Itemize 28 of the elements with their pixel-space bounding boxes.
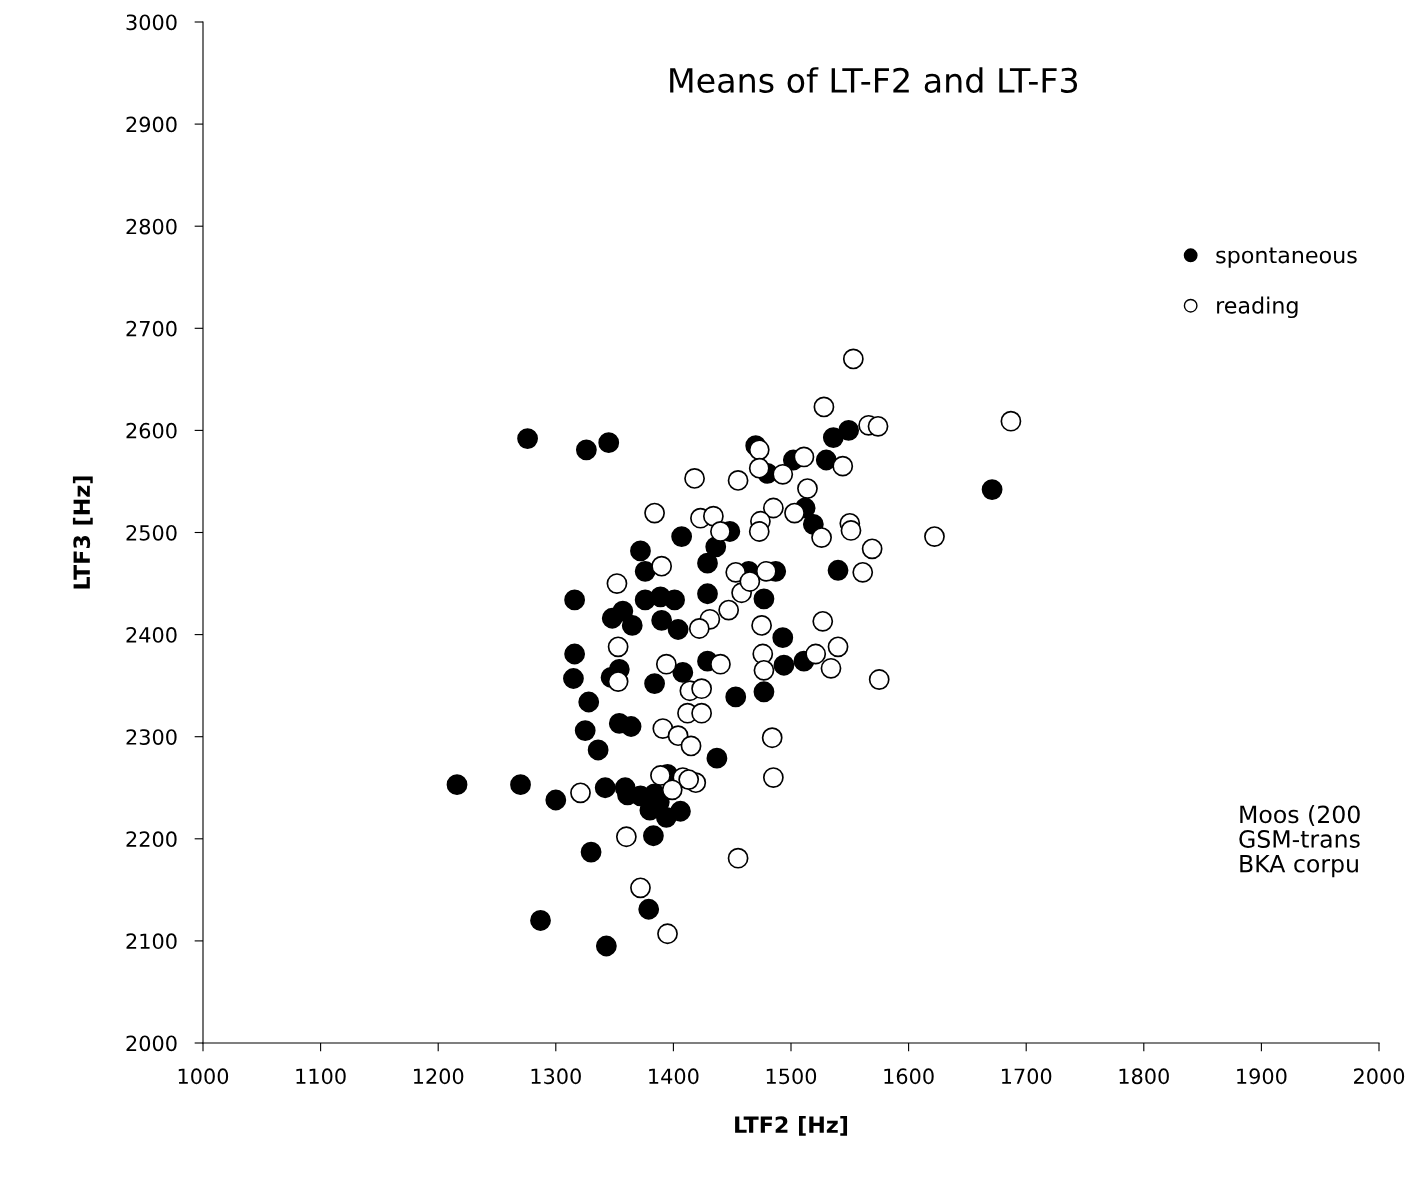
x-tick-label: 1600 (884, 1068, 934, 1085)
y-tick-label: 2200 (126, 831, 177, 848)
y-tick-label: 2900 (126, 116, 177, 133)
y-tick-label: 2800 (126, 218, 177, 235)
y-tick-label: 2600 (126, 422, 177, 439)
x-tick-label: 1400 (649, 1068, 699, 1085)
y-tick-label: 2400 (126, 627, 177, 643)
x-tick-label: 1000 (178, 1068, 229, 1085)
y-tick-label: 2100 (126, 933, 177, 950)
y-tick-label: 2700 (126, 320, 177, 337)
y-tick-label: 2000 (126, 1035, 177, 1052)
legend-label: reading (1217, 296, 1298, 319)
x-tick-label: 1800 (1119, 1068, 1169, 1085)
y-axis-title: LTF3 [Hz] (72, 476, 93, 589)
x-tick-label: 1200 (413, 1068, 464, 1085)
x-tick-label: 2000 (1354, 1068, 1405, 1085)
y-tick-label: 3000 (126, 14, 177, 31)
y-tick-label: 2300 (126, 729, 177, 745)
x-axis-title: LTF2 [Hz] (735, 1115, 848, 1136)
x-tick-label: 1900 (1237, 1068, 1287, 1085)
legend-label: spontaneous (1216, 247, 1357, 268)
x-tick-label: 1700 (1001, 1068, 1052, 1085)
y-tick-label: 2500 (126, 524, 177, 541)
x-tick-label: 1300 (531, 1068, 581, 1085)
annotation: Moos (200 GSM-trans BKA corpu (1239, 805, 1360, 878)
text: Means of LT-F2 and LT-F3 (670, 67, 1078, 93)
x-tick-label: 1500 (766, 1068, 817, 1085)
x-tick-label: 1100 (296, 1068, 346, 1085)
